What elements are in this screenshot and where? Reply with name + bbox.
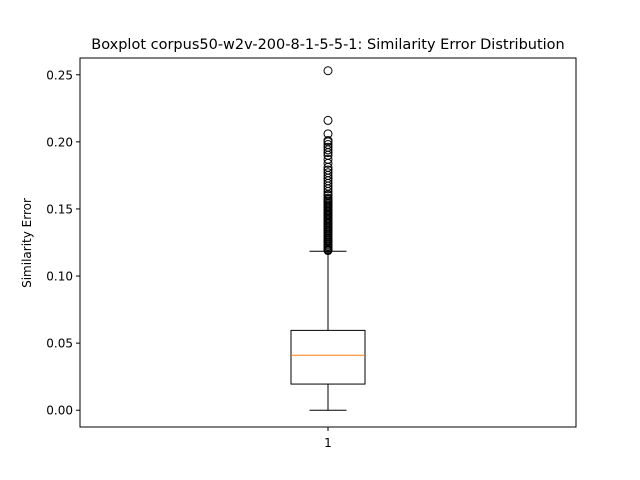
iqr-box bbox=[290, 329, 366, 385]
y-axis-label: Similarity Error bbox=[20, 198, 34, 288]
chart-title: Boxplot corpus50-w2v-200-8-1-5-5-1: Simi… bbox=[91, 37, 564, 53]
outlier-point bbox=[323, 165, 333, 175]
y-tick-label: 0.25 bbox=[46, 68, 73, 82]
outlier-point bbox=[323, 136, 333, 146]
y-tick-label: 0.00 bbox=[46, 404, 73, 418]
outlier-point bbox=[323, 154, 333, 164]
outlier-point bbox=[323, 168, 333, 178]
outlier-point bbox=[323, 66, 333, 76]
y-tick-label: 0.05 bbox=[46, 337, 73, 351]
x-tick-label: 1 bbox=[324, 436, 332, 450]
outlier-point bbox=[323, 140, 333, 150]
outlier-point bbox=[323, 115, 333, 125]
plot-frame bbox=[79, 57, 577, 428]
outlier-point bbox=[323, 129, 333, 139]
outlier-point bbox=[323, 193, 333, 203]
y-tick-label: 0.20 bbox=[46, 135, 73, 149]
outlier-point bbox=[323, 142, 333, 152]
y-tick-label: 0.10 bbox=[46, 270, 73, 284]
y-tick-label: 0.15 bbox=[46, 202, 73, 216]
